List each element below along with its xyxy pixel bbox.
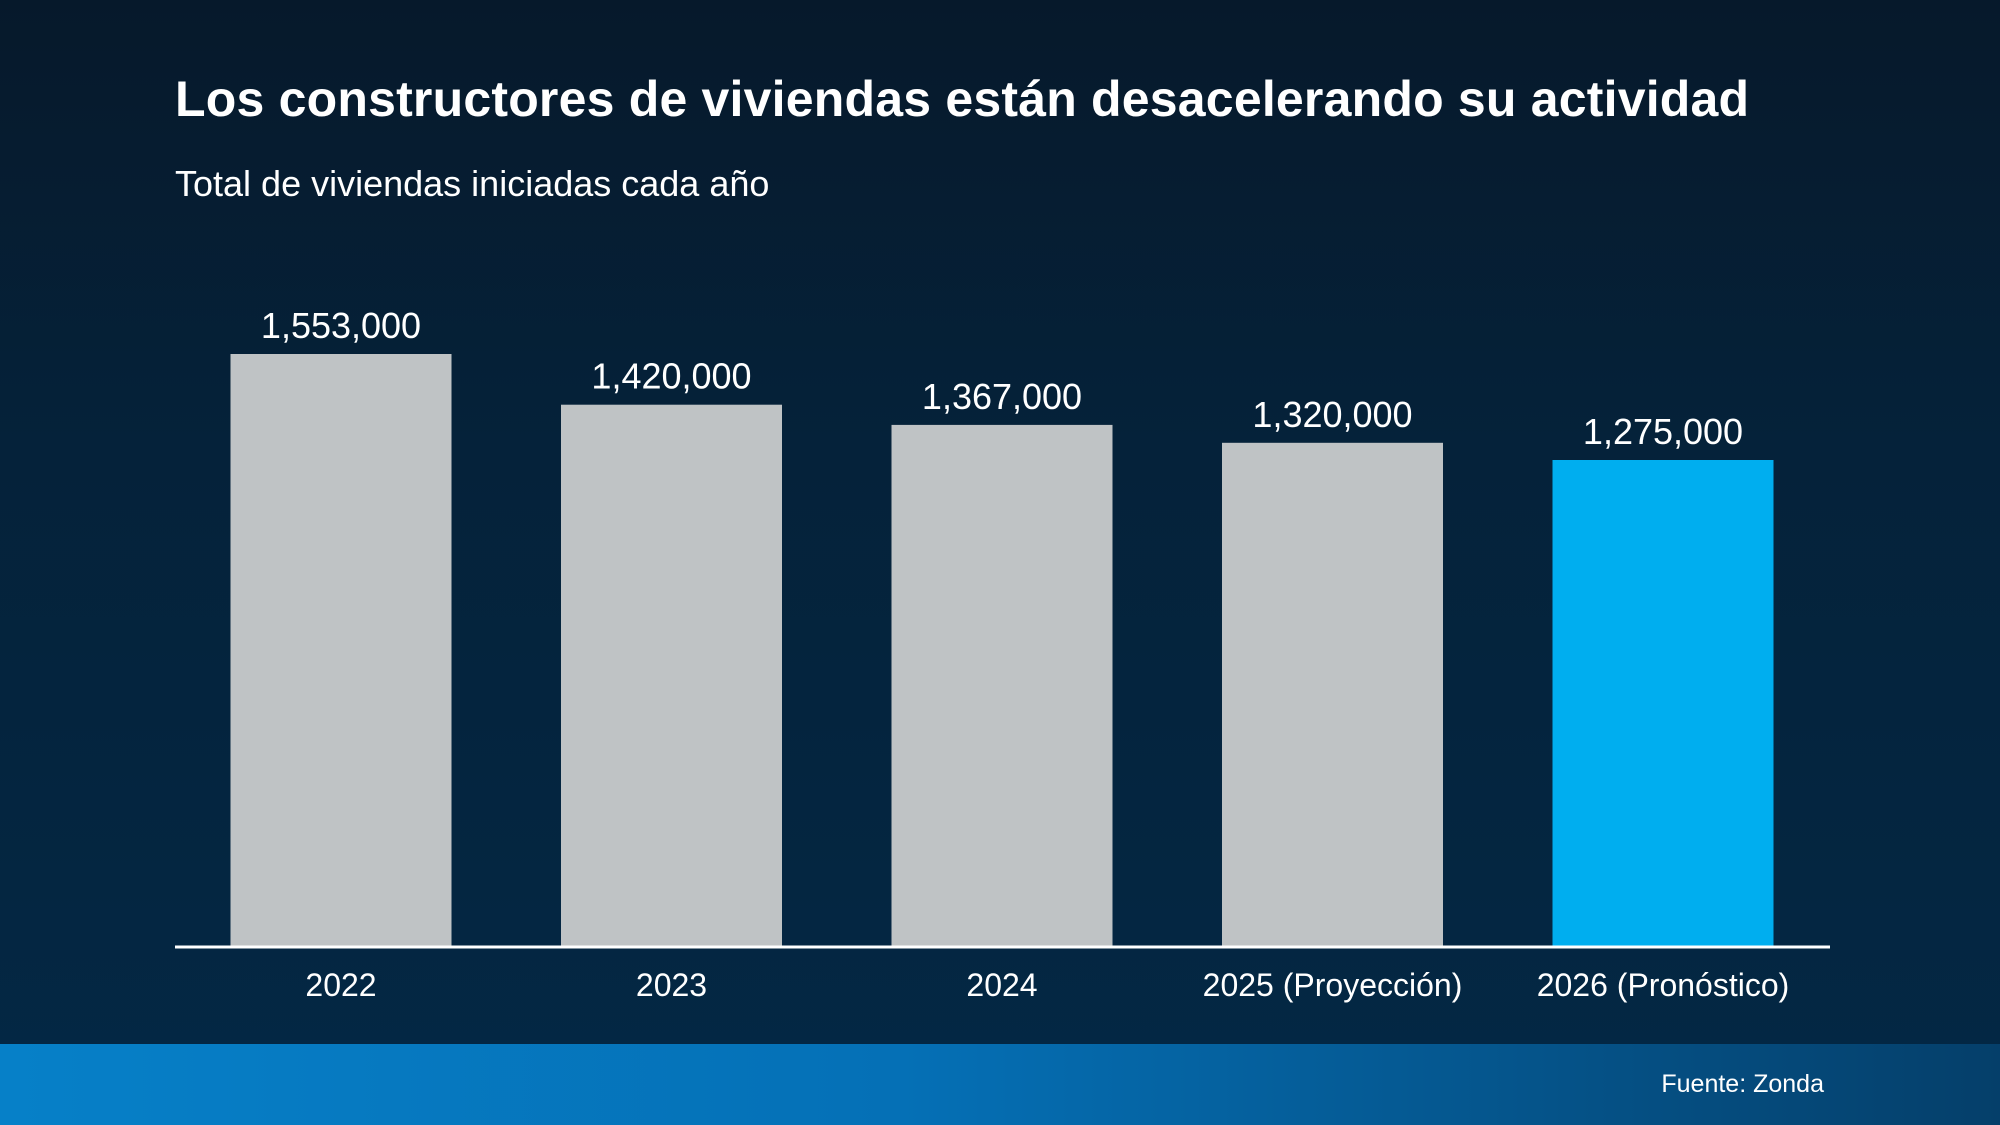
bar-2024	[891, 424, 1113, 946]
x-tick-label-2023: 2023	[636, 967, 707, 1003]
data-label-2023: 1,420,000	[591, 356, 751, 397]
data-label-2024: 1,367,000	[922, 376, 1082, 417]
x-tick-label-2022: 2022	[305, 967, 376, 1003]
bar-2023	[561, 404, 782, 946]
data-label-2022: 1,553,000	[261, 305, 421, 346]
bar-2025	[1222, 442, 1443, 946]
x-tick-label-2024: 2024	[966, 967, 1037, 1003]
chart-subtitle: Total de viviendas iniciadas cada año	[175, 163, 770, 204]
data-label-2025: 1,320,000	[1252, 394, 1412, 435]
footer-bar: Fuente: Zonda	[0, 1044, 2000, 1125]
chart-title: Los constructores de viviendas están des…	[175, 71, 1750, 127]
bar-2026	[1552, 460, 1774, 946]
bar-chart: 1,553,000 2022 1,420,000 2023 1,367,000 2024 1…	[230, 305, 1790, 1003]
x-tick-label-2025: 2025 (Proyección)	[1203, 967, 1463, 1003]
x-tick-label-2026: 2026 (Pronóstico)	[1537, 967, 1790, 1003]
source-note: Fuente: Zonda	[1661, 1070, 1824, 1098]
bar-2022	[230, 354, 452, 946]
data-label-2026: 1,275,000	[1583, 411, 1743, 452]
